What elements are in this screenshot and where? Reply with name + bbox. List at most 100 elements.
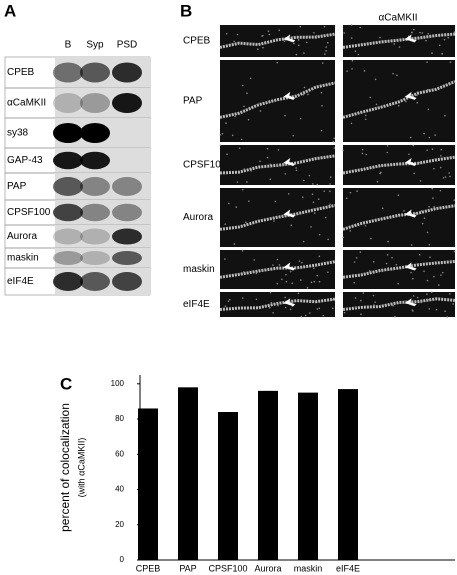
speckle (381, 207, 384, 210)
speckle (431, 52, 433, 54)
panel-label: A (4, 1, 16, 20)
x-tick-label: PAP (179, 563, 196, 573)
speckle (409, 136, 412, 139)
speckle (363, 70, 366, 72)
blot-band (53, 203, 83, 222)
speckle (259, 160, 261, 163)
speckle (423, 132, 425, 135)
speckle (432, 197, 434, 199)
speckle (308, 312, 311, 314)
speckle (350, 122, 353, 125)
speckle (333, 137, 335, 140)
speckle (241, 250, 244, 252)
speckle (386, 151, 389, 154)
dendrite (342, 80, 456, 119)
speckle (354, 297, 357, 299)
speckle (412, 295, 415, 297)
dendrite (219, 297, 336, 311)
arrow (404, 262, 417, 271)
micrograph (343, 145, 455, 185)
speckle (303, 52, 305, 54)
speckle (283, 163, 285, 166)
speckle (246, 92, 248, 95)
speckle (248, 200, 250, 202)
panel-label: C (60, 374, 72, 393)
speckle (449, 61, 452, 63)
bar (298, 392, 318, 560)
speckle (351, 59, 354, 62)
x-tick-label: CPSF100 (208, 563, 247, 573)
speckle (374, 301, 377, 303)
speckle (353, 261, 356, 263)
y-tick-label: 80 (115, 414, 124, 423)
speckle (342, 149, 344, 152)
speckle (412, 144, 414, 147)
speckle (326, 42, 329, 44)
speckle (354, 50, 357, 53)
speckle (225, 32, 228, 35)
speckle (320, 129, 323, 132)
speckle (420, 301, 422, 304)
speckle (269, 163, 272, 166)
speckle (236, 181, 239, 183)
micrograph (343, 250, 455, 289)
lane-label: Syp (86, 40, 104, 51)
y-tick-label: 20 (115, 520, 124, 529)
speckle (298, 211, 301, 213)
speckle (245, 221, 247, 224)
speckle (228, 202, 230, 205)
speckle (345, 197, 348, 199)
speckle (350, 24, 353, 26)
speckle (318, 233, 321, 236)
speckle (327, 238, 329, 241)
speckle (435, 308, 438, 311)
arrow (283, 209, 296, 218)
row-label: Aurora (7, 231, 37, 242)
blot-band (80, 177, 110, 196)
speckle (259, 110, 262, 112)
micrograph (343, 25, 455, 57)
speckle (235, 206, 238, 208)
speckle (332, 140, 335, 143)
speckle (307, 93, 309, 96)
lane-label: PSD (117, 40, 138, 51)
speckle (370, 237, 372, 240)
speckle (285, 280, 288, 283)
speckle (329, 190, 331, 193)
speckle (428, 205, 430, 208)
blot-band (112, 228, 142, 245)
speckle (262, 46, 264, 49)
blot-band (80, 251, 110, 265)
speckle (431, 187, 434, 190)
speckle (418, 253, 421, 256)
speckle (411, 309, 414, 311)
speckle (277, 304, 279, 307)
y-axis-label: percent of colocalization (58, 403, 72, 532)
arrow (404, 158, 417, 166)
speckle (284, 306, 287, 309)
speckle (361, 152, 364, 155)
speckle (379, 36, 381, 39)
speckle (267, 30, 270, 32)
speckle (304, 314, 307, 317)
arrow (404, 298, 417, 307)
x-tick-label: Aurora (254, 563, 281, 573)
speckle (343, 311, 346, 314)
blot-band (53, 272, 83, 291)
row-label: αCaMKII (7, 98, 46, 109)
speckle (433, 167, 435, 170)
blot-band (80, 62, 110, 83)
row-label: PAP (183, 96, 203, 107)
speckle (438, 44, 441, 47)
speckle (234, 115, 236, 118)
speckle (249, 77, 252, 80)
speckle (312, 201, 315, 203)
speckle (306, 287, 309, 289)
speckle (440, 148, 443, 151)
speckle (224, 305, 227, 307)
speckle (228, 298, 231, 301)
speckle (392, 304, 394, 307)
speckle (376, 181, 379, 183)
speckle (365, 153, 367, 156)
arrow (404, 34, 417, 43)
